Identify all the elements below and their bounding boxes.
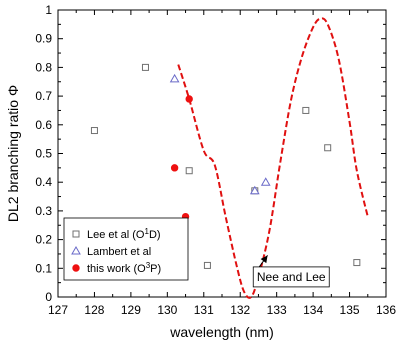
y-tick-label: 0.6 [35,118,52,132]
legend-box [63,217,189,281]
y-tick-label: 0.9 [35,32,52,46]
data-markers [90,63,361,269]
y-tick-label: 0.4 [35,175,52,189]
y-tick-label: 0.8 [35,60,52,74]
data-point [141,63,149,71]
x-tick-label: 128 [84,303,104,317]
data-point [185,95,193,103]
annotation-arrowhead [260,255,268,264]
data-point [203,261,211,269]
x-tick-label: 127 [48,303,68,317]
y-tick-label: 0 [45,290,52,304]
data-point [185,167,193,175]
data-point [170,164,179,172]
x-tick-label: 131 [194,303,214,317]
data-point [302,106,310,114]
data-point [169,73,180,83]
x-tick-label: 135 [340,303,360,317]
data-point [90,127,98,135]
annotations: Nee and Lee [252,255,330,288]
x-axis: 127 128 129 130 131 132 133 134 135 136 [48,10,396,317]
legend-entry: Lambert et al [87,246,151,258]
x-tick-label: 134 [303,303,323,317]
data-point [353,259,361,267]
x-tick-label: 133 [267,303,287,317]
x-tick-label: 132 [230,303,250,317]
y-tick-label: 0.2 [35,233,52,247]
y-tick-label: 0.3 [35,204,52,218]
y-tick-label: 0.7 [35,89,52,103]
x-tick-label: 136 [376,303,396,317]
legend: Lee et al (O1D) Lambert et al this work (O… [63,217,189,281]
annotation-text: Nee and Lee [257,270,326,284]
data-point [260,177,271,186]
data-point [249,185,260,195]
data-point [324,144,332,152]
y-axis: 0 0.1 0.2 0.3 0.4 0.5 0.6 0.7 0.8 0.9 1 [35,3,386,304]
legend-marker [72,264,80,272]
nee-lee-curve [177,17,369,299]
legend-entry: Lee et al (O1D) [87,227,161,242]
legend-marker [72,230,80,238]
x-tick-label: 130 [157,303,177,317]
x-axis-label: wavelength (nm) [169,324,274,340]
y-tick-label: 0.5 [35,147,52,161]
y-axis-label: DL2 branching ratio Φ [5,85,21,222]
x-tick-label: 129 [121,303,141,317]
annotation-box [252,266,330,288]
y-tick-label: 0.1 [35,261,52,275]
legend-marker [71,245,81,255]
y-tick-label: 1 [45,3,52,17]
legend-entry: this work (O3P) [87,261,161,276]
